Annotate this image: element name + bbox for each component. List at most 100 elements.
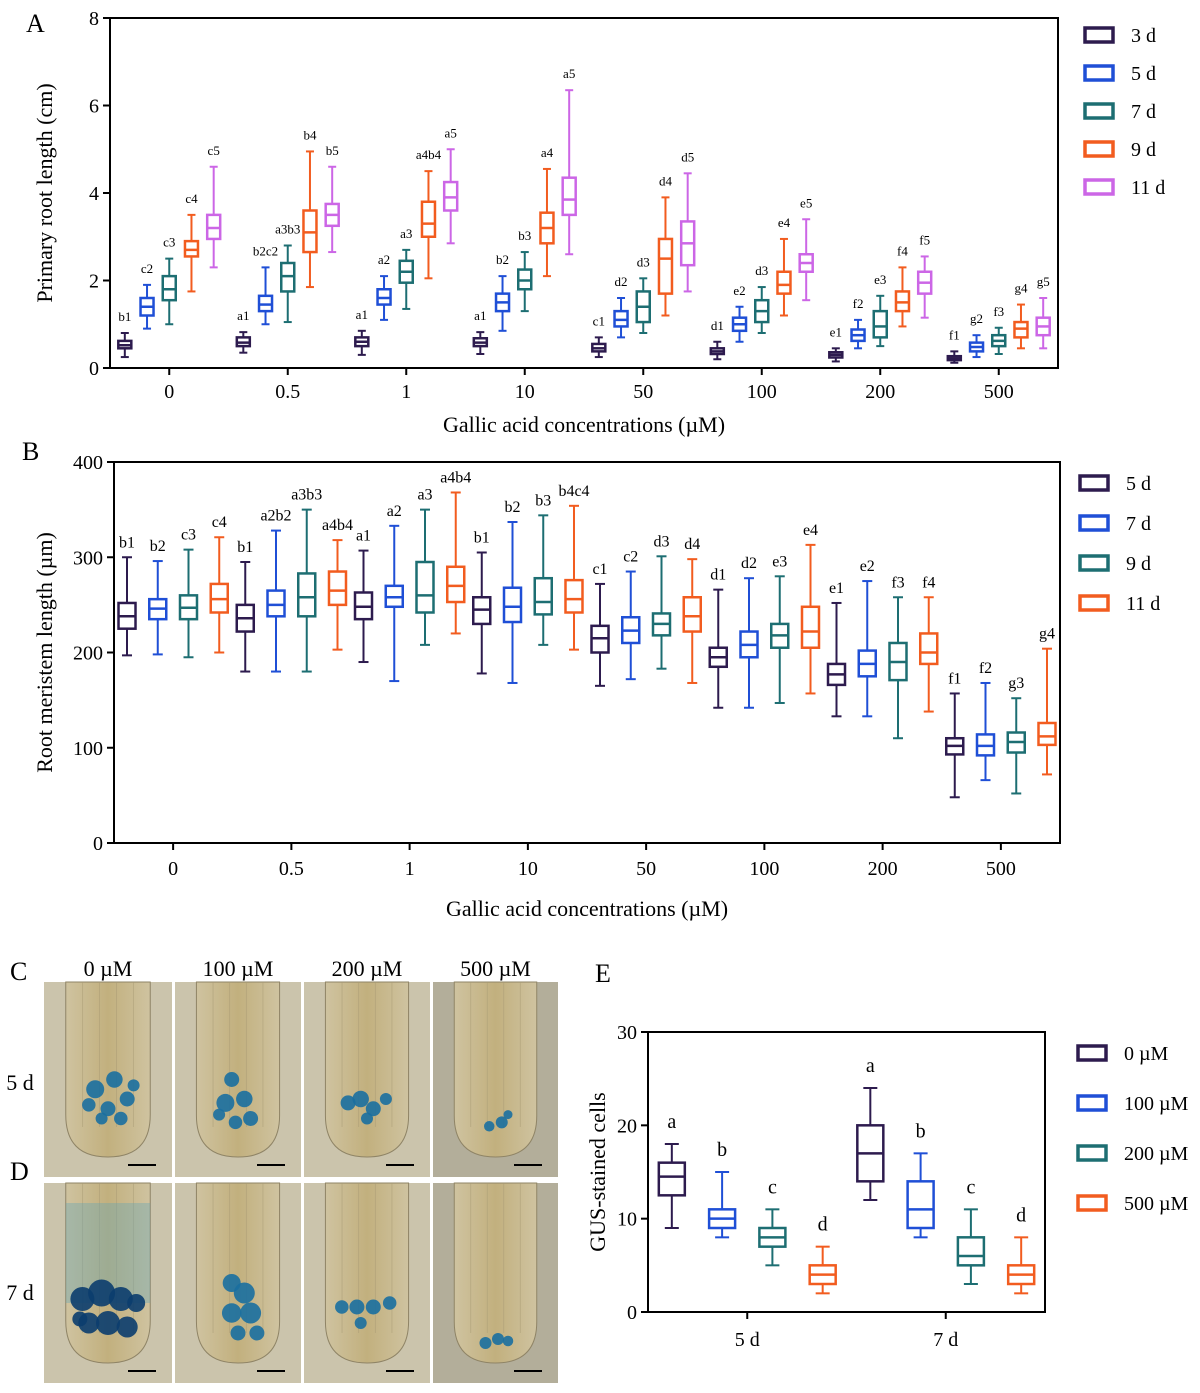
box-7-d-100: d2 bbox=[739, 555, 759, 709]
micrograph-r2-c3 bbox=[304, 1182, 430, 1383]
y-axis-title: Root meristem length (µm) bbox=[32, 532, 57, 773]
x-category-label: 0.5 bbox=[275, 381, 300, 403]
significance-label: b bbox=[916, 1120, 926, 1142]
significance-label: d5 bbox=[681, 149, 694, 164]
x-category-label: 50 bbox=[636, 858, 656, 880]
significance-label: b2 bbox=[505, 499, 521, 516]
gus-stained-cell bbox=[88, 1279, 116, 1307]
significance-label: b2c2 bbox=[253, 243, 278, 258]
significance-label: f4 bbox=[897, 243, 908, 258]
significance-label: a1 bbox=[356, 307, 368, 322]
micrograph-r1-c4 bbox=[433, 981, 558, 1177]
micrograph-r1-c3 bbox=[304, 981, 430, 1177]
gus-stained-cell bbox=[243, 1111, 259, 1126]
gus-stained-cell bbox=[224, 1072, 240, 1087]
significance-label: b1 bbox=[237, 539, 253, 556]
box-5-d-200: e1 bbox=[826, 580, 847, 718]
significance-label: a2b2 bbox=[260, 508, 291, 525]
box-11-d-10: a5 bbox=[561, 66, 577, 256]
x-category-label: 100 bbox=[749, 858, 779, 880]
significance-label: c1 bbox=[592, 561, 607, 578]
box-9-d-200: f3 bbox=[888, 574, 908, 740]
gus-stained-cell bbox=[382, 1296, 397, 1310]
plot-frame bbox=[647, 1031, 1046, 1313]
y-tick-label: 0 bbox=[89, 358, 99, 380]
box-7-d-500: f2 bbox=[975, 660, 996, 782]
box-5-d-10: b2 bbox=[494, 252, 511, 332]
gus-stained-cell bbox=[354, 1317, 367, 1329]
gus-stained-cell bbox=[96, 1311, 120, 1335]
significance-label: g5 bbox=[1037, 274, 1050, 289]
box-9-d-0.5: a3b3 bbox=[291, 487, 322, 673]
box-iqr bbox=[420, 200, 437, 238]
root-tip bbox=[65, 981, 151, 1158]
box-5-d-1: a1 bbox=[353, 528, 374, 664]
box-11-d-1: a4b4 bbox=[440, 469, 471, 635]
box-9-d-200: f4 bbox=[894, 243, 911, 328]
box-9-d-10: b3 bbox=[533, 492, 553, 646]
y-tick-label: 0 bbox=[93, 833, 103, 855]
box-7-d-10: b2 bbox=[502, 499, 523, 684]
legend-swatch bbox=[1076, 1194, 1108, 1212]
box-9-d-100: e4 bbox=[776, 215, 792, 317]
box-7-d-0.5: a3b3 bbox=[275, 222, 300, 324]
root-tip bbox=[324, 981, 410, 1158]
significance-label: f1 bbox=[948, 670, 961, 687]
gus-stained-cell bbox=[116, 1316, 138, 1338]
box-100-µM-5 d: b bbox=[707, 1139, 737, 1239]
x-category-label: 200 bbox=[868, 858, 898, 880]
gus-stained-cell bbox=[335, 1300, 349, 1314]
micrograph-r1-c2 bbox=[175, 981, 301, 1177]
significance-label: d3 bbox=[755, 263, 768, 278]
box-9-d-50: d3 bbox=[651, 533, 672, 670]
box-iqr bbox=[918, 632, 939, 666]
significance-label: c bbox=[768, 1176, 777, 1198]
significance-label: a1 bbox=[474, 308, 486, 323]
box-11-d-200: f5 bbox=[916, 232, 933, 319]
significance-label: f3 bbox=[993, 304, 1004, 319]
significance-label: a bbox=[866, 1055, 875, 1077]
box-5-d-100: d1 bbox=[708, 567, 729, 709]
significance-label: g4 bbox=[1039, 626, 1055, 643]
box-iqr bbox=[564, 578, 584, 614]
box-3-d-1: a1 bbox=[354, 307, 370, 356]
significance-label: a4 bbox=[541, 145, 554, 160]
x-axis-title: Gallic acid concentrations (µM) bbox=[443, 412, 725, 437]
significance-label: e2 bbox=[733, 283, 745, 298]
gus-stained-cell bbox=[503, 1110, 513, 1120]
significance-label: a4b4 bbox=[440, 469, 471, 486]
significance-label: c1 bbox=[593, 313, 605, 328]
box-500-µM-7 d: d bbox=[1006, 1204, 1036, 1295]
box-3-d-0.5: a1 bbox=[235, 308, 252, 354]
significance-label: e3 bbox=[772, 553, 787, 570]
box-5-d-0: c2 bbox=[139, 261, 155, 330]
gus-stained-cell bbox=[216, 1093, 235, 1112]
significance-label: f4 bbox=[922, 574, 935, 591]
box-11-d-100: e5 bbox=[798, 195, 814, 302]
box-5-d-0.5: b1 bbox=[235, 539, 256, 673]
box-iqr bbox=[872, 309, 888, 339]
significance-label: a3b3 bbox=[291, 487, 322, 504]
significance-label: a2 bbox=[378, 252, 390, 267]
legend-label: 5 d bbox=[1126, 473, 1151, 495]
box-3-d-10: a1 bbox=[472, 308, 489, 355]
micrograph-row-label: 5 d bbox=[6, 1070, 34, 1095]
y-tick-label: 10 bbox=[617, 1209, 637, 1231]
root-tip bbox=[324, 1182, 410, 1364]
legend-label: 11 d bbox=[1131, 177, 1165, 199]
x-category-label: 200 bbox=[865, 381, 895, 403]
significance-label: b1 bbox=[119, 534, 135, 551]
significance-label: c3 bbox=[163, 235, 175, 250]
y-tick-label: 300 bbox=[73, 547, 103, 569]
significance-label: d2 bbox=[615, 274, 628, 289]
significance-label: b5 bbox=[326, 143, 339, 158]
significance-label: b1 bbox=[474, 529, 490, 546]
significance-label: f1 bbox=[949, 327, 960, 342]
legend-label: 11 d bbox=[1126, 593, 1160, 615]
box-3-d-200: e1 bbox=[828, 324, 844, 363]
box-iqr bbox=[561, 176, 577, 217]
box-9-d-50: d4 bbox=[657, 173, 674, 317]
box-iqr bbox=[415, 560, 435, 614]
gus-stained-cell bbox=[236, 1090, 253, 1108]
legend-swatch bbox=[1078, 474, 1110, 492]
